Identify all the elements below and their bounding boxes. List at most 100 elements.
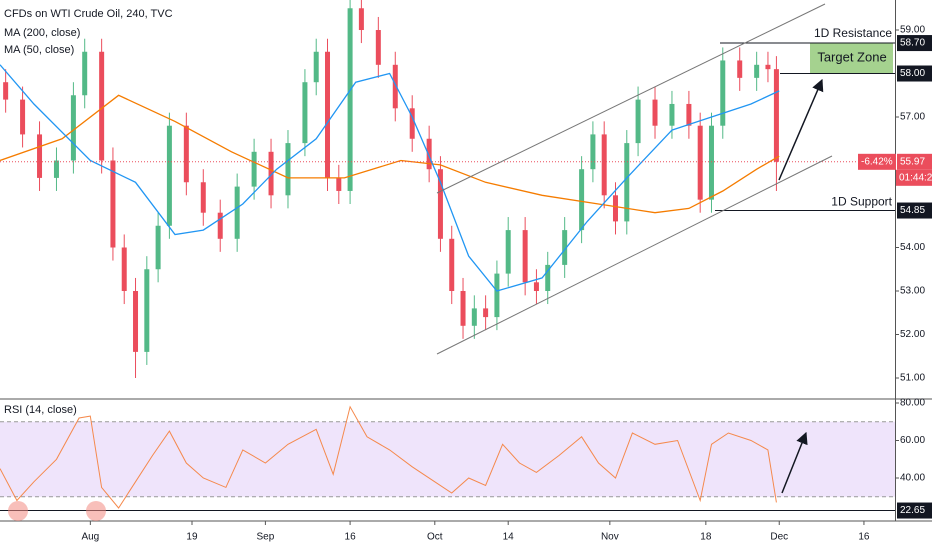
candle-body <box>166 125 172 226</box>
candle-body <box>765 64 771 70</box>
candle-body <box>183 125 189 183</box>
target-zone-label: Target Zone <box>817 50 886 65</box>
candle-body <box>409 108 415 139</box>
x-tick-label: 16 <box>858 532 870 543</box>
candle-body <box>70 95 76 161</box>
x-tick-label: Oct <box>427 532 443 543</box>
legend-entry: MA (200, close) <box>4 27 80 39</box>
x-tick-label: Nov <box>601 532 619 543</box>
y-tick-label: 40.00 <box>900 473 925 484</box>
candle-body <box>392 64 398 109</box>
candle-body <box>20 99 26 135</box>
change-label-bg <box>858 153 896 170</box>
candle-body <box>3 82 9 100</box>
x-tick-label: Dec <box>770 532 788 543</box>
candle-body <box>347 8 353 191</box>
candle-body <box>460 290 466 326</box>
arrow <box>778 78 824 181</box>
candle-body <box>155 225 161 270</box>
candle-body <box>505 230 511 274</box>
candle-body <box>449 238 455 291</box>
y-tick-label: 52.00 <box>900 329 925 340</box>
candle-body <box>686 103 692 126</box>
last-price: 55.97 <box>900 156 925 167</box>
moving-average <box>0 64 780 292</box>
highlight-circle <box>8 501 28 521</box>
candle-body <box>494 273 500 318</box>
y-tick-label: 51.00 <box>900 373 925 384</box>
x-tick-label: Aug <box>81 532 99 543</box>
candle-body <box>53 160 59 178</box>
candle-body <box>754 64 760 78</box>
candle-body <box>121 247 127 291</box>
candle-body <box>697 125 703 200</box>
candle-body <box>325 51 331 178</box>
candle-body <box>579 169 585 231</box>
candle-body <box>590 134 596 170</box>
y-tick-label: 59.00 <box>900 25 925 36</box>
y-tick-label: 57.00 <box>900 112 925 123</box>
rsi-level-bg <box>897 502 932 519</box>
candle-body <box>773 69 779 162</box>
candle-body <box>133 290 139 352</box>
target-zone <box>810 43 893 74</box>
chart-title: CFDs on WTI Crude Oil, 240, TVC <box>4 8 173 20</box>
moving-average <box>0 94 780 214</box>
y-tick-label: 80.00 <box>900 398 925 409</box>
candle-body <box>358 8 364 31</box>
candle-body <box>285 143 291 196</box>
resistance-price: 58.70 <box>900 38 925 49</box>
candle-body <box>737 60 743 78</box>
candle-body <box>200 182 206 213</box>
candle-body <box>110 160 116 248</box>
x-tick-label: Sep <box>256 532 274 543</box>
x-tick-label: 18 <box>700 532 712 543</box>
target-price-bg <box>897 65 932 82</box>
target-price: 58.00 <box>900 68 925 79</box>
x-tick-label: 16 <box>345 532 357 543</box>
candle-body <box>483 308 489 318</box>
candle-body <box>99 51 105 161</box>
candle-body <box>652 99 658 126</box>
support-price: 54.85 <box>900 205 925 216</box>
candle-body <box>471 308 477 326</box>
y-tick-label: 53.00 <box>900 286 925 297</box>
candle-body <box>217 212 223 239</box>
change-label: -6.42% <box>861 156 893 167</box>
candle-body <box>426 138 432 170</box>
candle-body <box>144 269 150 352</box>
candle-body <box>268 151 274 196</box>
legend-entry: MA (50, close) <box>4 44 74 56</box>
rsi-band <box>0 421 895 497</box>
rsi-line <box>0 405 777 509</box>
candle-body <box>522 230 528 283</box>
countdown: 01:44:23 <box>899 172 932 183</box>
candle-body <box>612 195 618 222</box>
support-price-bg <box>897 202 932 219</box>
resistance-label: 1D Resistance <box>814 26 892 40</box>
y-tick-label: 60.00 <box>900 435 925 446</box>
candle-body <box>82 51 88 96</box>
candle-body <box>336 177 342 191</box>
channel-upper <box>436 3 826 194</box>
candle-body <box>533 282 539 291</box>
candle-body <box>601 134 607 196</box>
candle-body <box>302 82 308 144</box>
candle-body <box>635 99 641 144</box>
candle-body <box>313 51 319 83</box>
countdown-bg <box>896 169 932 186</box>
rsi-level: 22.65 <box>900 505 925 516</box>
candle-body <box>437 169 443 239</box>
highlight-circle <box>86 501 106 521</box>
candle-body <box>545 264 551 291</box>
candle-body <box>375 30 381 65</box>
candle-body <box>624 143 630 222</box>
candle-body <box>669 103 675 126</box>
candle-body <box>37 134 43 178</box>
support-label: 1D Support <box>831 195 892 209</box>
rsi-title: RSI (14, close) <box>4 404 77 416</box>
candle-body <box>708 125 714 200</box>
y-tick-label: 54.00 <box>900 242 925 253</box>
x-tick-label: 19 <box>186 532 198 543</box>
